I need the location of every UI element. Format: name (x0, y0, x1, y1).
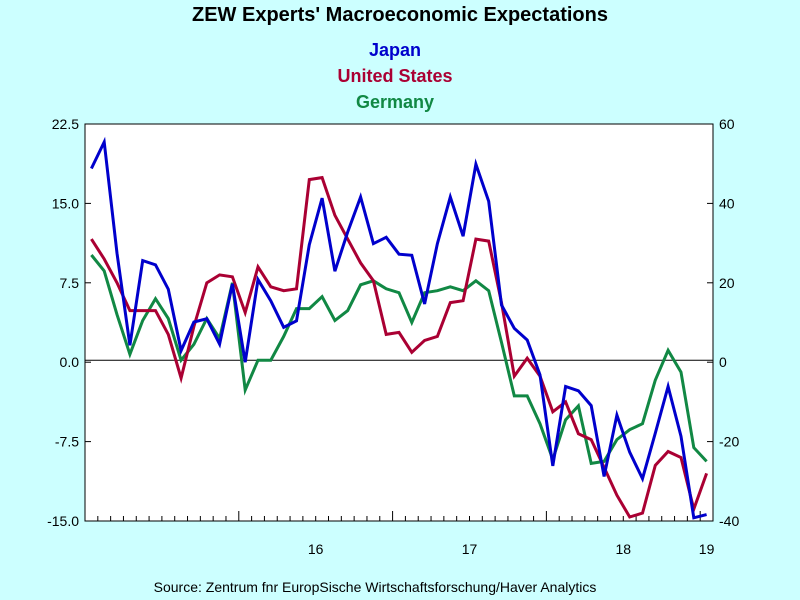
left-axis-tick-label: 15.0 (52, 195, 79, 211)
legend-germany: Germany (356, 92, 434, 112)
legend-united-states: United States (337, 66, 452, 86)
right-axis-tick-label: 0 (719, 354, 727, 370)
left-axis-tick-label: -15.0 (47, 513, 79, 529)
left-axis-tick-label: -7.5 (55, 434, 79, 450)
series-line-united-states (90, 175, 709, 519)
legend-japan: Japan (369, 40, 421, 60)
x-axis-tick-label: 17 (462, 541, 478, 557)
x-axis-tick-label: 16 (308, 541, 324, 557)
source-note: Source: Zentrum fnr EuropSische Wirtscha… (154, 579, 597, 595)
series-line-japan (90, 136, 707, 520)
left-axis-tick-label: 0.0 (60, 354, 80, 370)
plot-area (84, 123, 714, 522)
left-axis-tick-label: 22.5 (52, 116, 79, 132)
x-axis-tick-label: 18 (615, 541, 631, 557)
right-axis-tick-label: 40 (719, 195, 735, 211)
right-axis-tick-label: -40 (719, 513, 739, 529)
right-axis-tick-label: 60 (719, 116, 735, 132)
right-axis-tick-label: -20 (719, 434, 739, 450)
right-axis-tick-label: 20 (719, 275, 735, 291)
chart-title: ZEW Experts' Macroeconomic Expectations (192, 4, 608, 26)
left-axis-tick-label: 7.5 (60, 275, 80, 291)
x-axis-tick-label: 19 (699, 541, 715, 557)
series-line-germany (90, 254, 708, 466)
